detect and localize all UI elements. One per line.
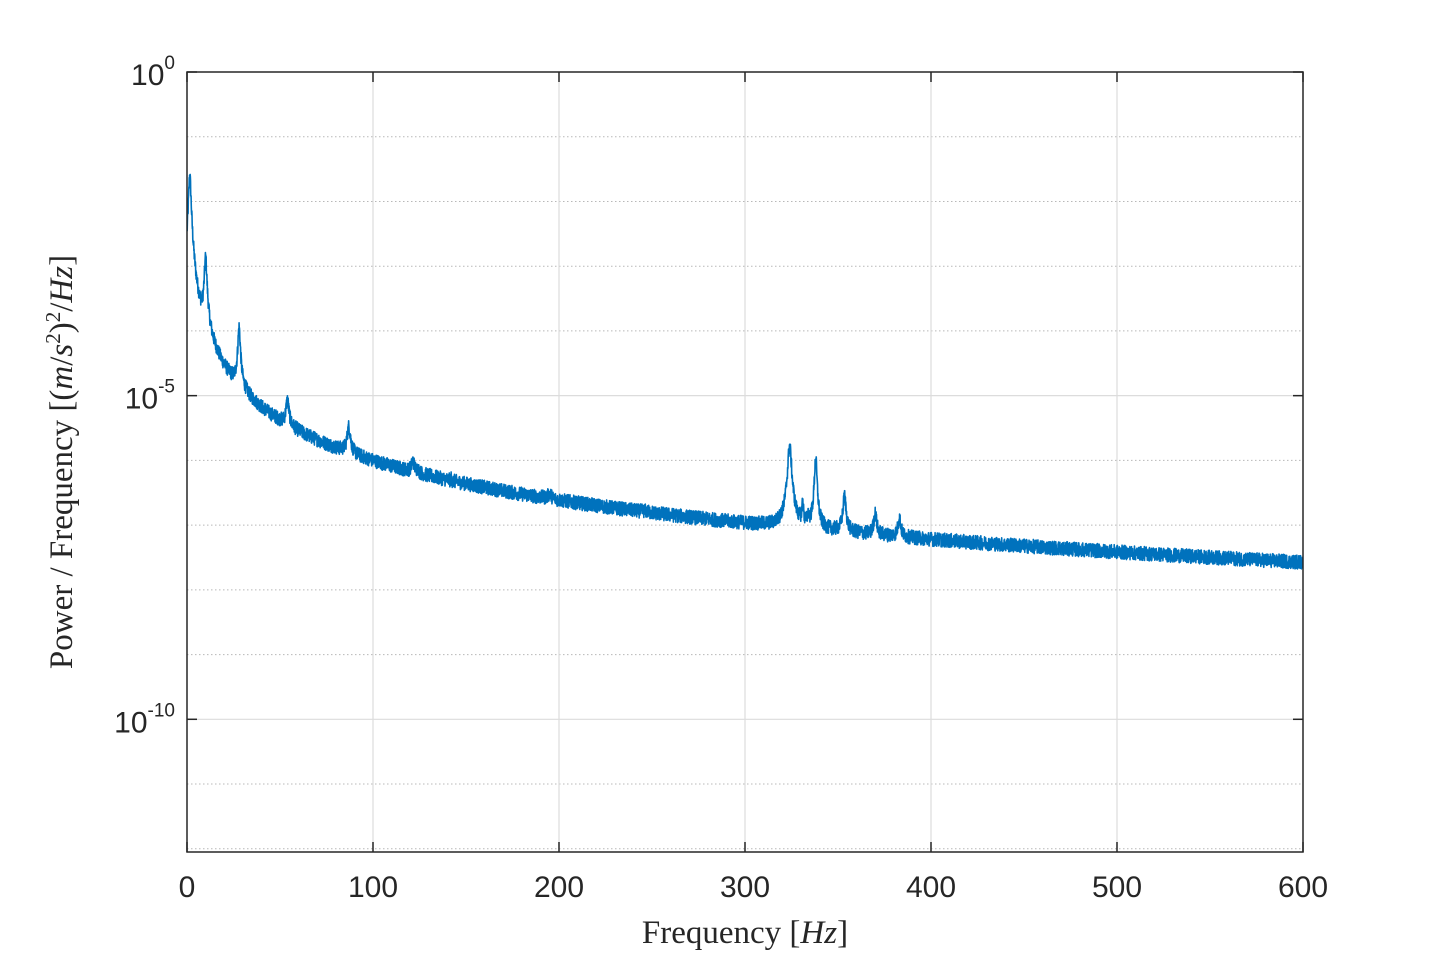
- x-axis-ticks: 0 100 200 300 400 500 600: [179, 72, 1328, 904]
- grid-lines: [187, 72, 1303, 852]
- series-group: [187, 173, 1303, 570]
- x-tick-label: 100: [348, 871, 398, 904]
- y-axis-title: Power / Frequency [(m/s2)2/Hz]: [41, 255, 80, 669]
- x-axis-title: Frequency [Hz]: [642, 915, 848, 951]
- x-tick-label: 600: [1278, 871, 1328, 904]
- y-axis-ticks: 100 10-5 10-10: [114, 53, 1303, 739]
- x-tick-label: 500: [1092, 871, 1142, 904]
- x-tick-label: 0: [179, 871, 196, 904]
- y-tick-label: 10-5: [125, 377, 175, 416]
- y-tick-label: 100: [131, 53, 175, 92]
- y-tick-label: 10-10: [114, 700, 175, 739]
- x-tick-label: 200: [534, 871, 584, 904]
- psd-series-line: [187, 173, 1303, 570]
- x-tick-label: 300: [720, 871, 770, 904]
- x-tick-label: 400: [906, 871, 956, 904]
